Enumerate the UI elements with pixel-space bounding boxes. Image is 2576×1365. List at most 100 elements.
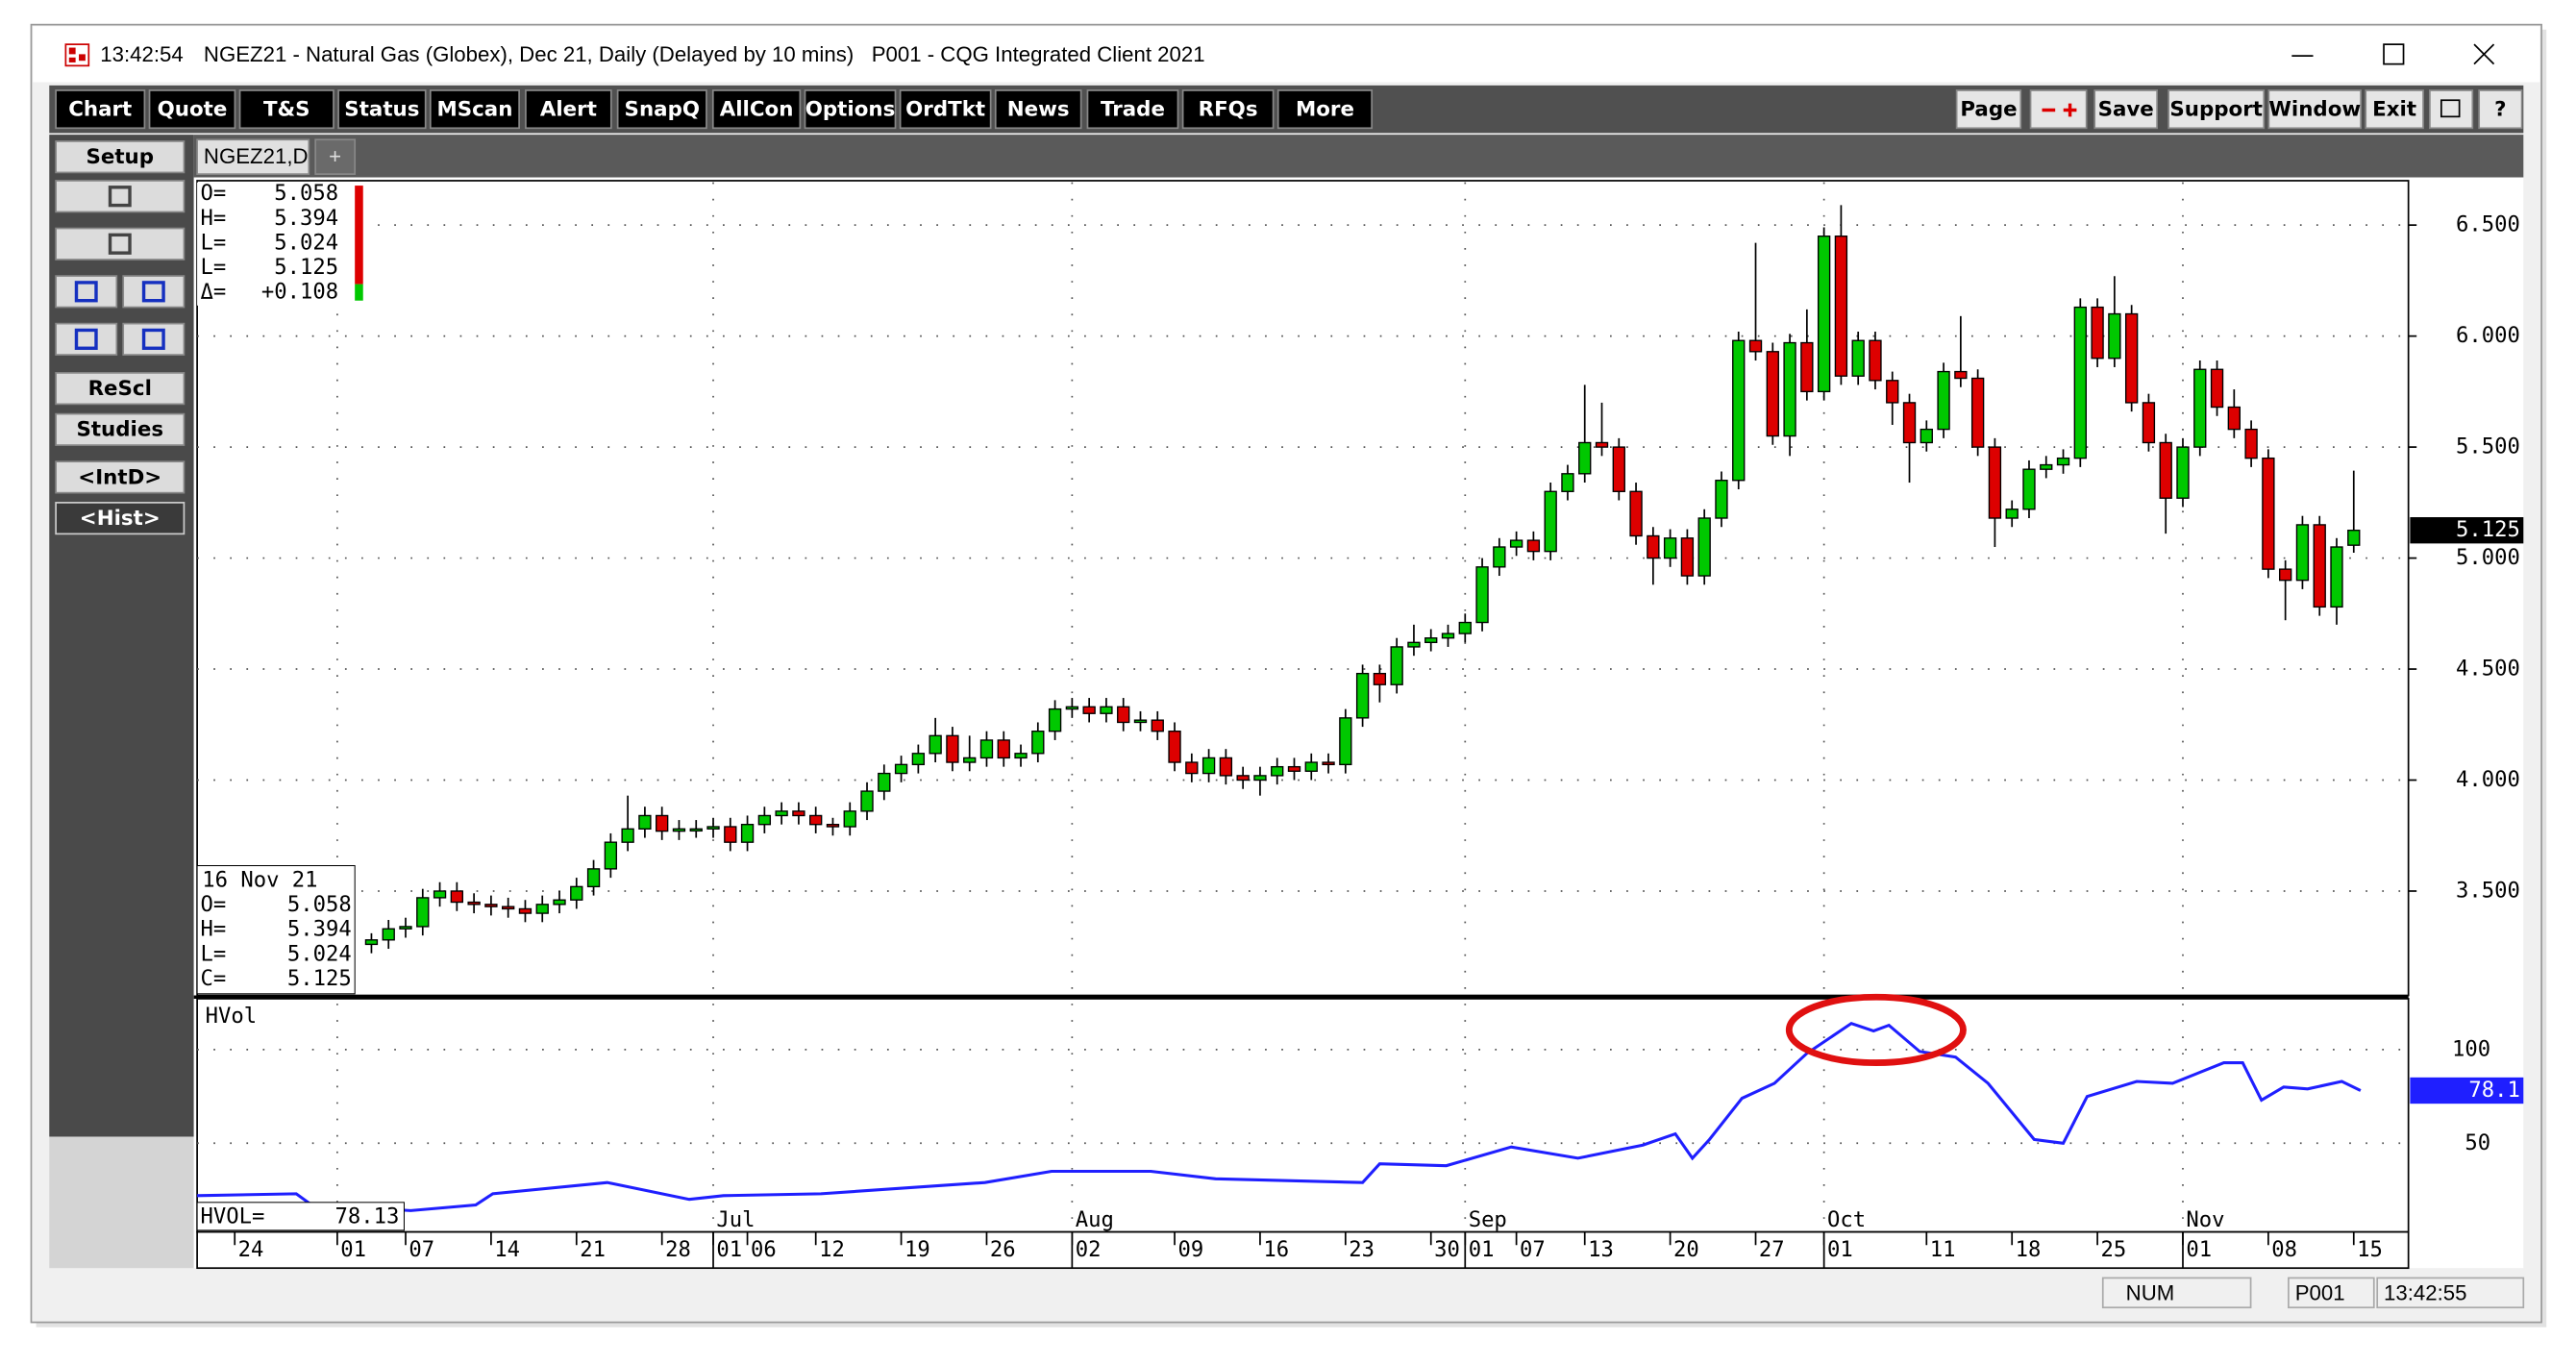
candle-body (1117, 706, 1130, 724)
info-label: O= (201, 181, 227, 206)
candle-body (1800, 341, 1814, 393)
candle-body (1219, 757, 1233, 777)
toolbar-button[interactable] (2429, 89, 2474, 130)
candle-body (1663, 537, 1677, 559)
candle-body (1886, 380, 1899, 404)
hvol-last-box (2410, 1077, 2524, 1104)
toolbar-button[interactable] (2478, 89, 2523, 130)
status-text: NUM (2126, 1280, 2175, 1304)
clock: 13:42:54 (100, 42, 183, 66)
candle-body (2313, 524, 2326, 608)
toolbar-button[interactable] (55, 89, 146, 130)
toolbar-button[interactable] (2093, 89, 2159, 130)
candle-body (2176, 446, 2190, 499)
side-button[interactable] (55, 460, 186, 494)
x-tick-label: 20 (1673, 1237, 1699, 1262)
side-button[interactable] (55, 412, 186, 446)
candle-body (1817, 236, 1831, 393)
candle-body (2227, 406, 2241, 431)
toolbar-button-label: Page (1960, 97, 2017, 121)
maximize-button[interactable] (2383, 43, 2405, 65)
candle-body (792, 810, 805, 817)
candle-body (860, 790, 874, 812)
candle-body (2073, 306, 2087, 459)
icon-button[interactable] (122, 275, 186, 309)
toolbar-button[interactable] (429, 89, 520, 130)
toolbar-button[interactable] (616, 89, 707, 130)
candle-body (2262, 457, 2275, 570)
candle-body (586, 868, 601, 888)
x-tick-label: 28 (665, 1237, 691, 1262)
toolbar-button[interactable] (711, 89, 802, 130)
range-bar (355, 186, 363, 285)
toolbar-button[interactable] (238, 89, 334, 130)
toolbar-button[interactable] (2365, 89, 2424, 130)
info-label: H= (201, 206, 227, 231)
side-button[interactable] (55, 502, 186, 535)
status-cell (2101, 1277, 2252, 1309)
candle-body (997, 739, 1010, 759)
icon-button[interactable] (55, 275, 118, 309)
toolbar-button[interactable] (899, 89, 992, 130)
toolbar-button[interactable] (148, 89, 236, 130)
study-name: HVol (206, 1004, 257, 1029)
last-price-label: 5.125 (2456, 517, 2520, 542)
info-label: L= (201, 941, 227, 966)
tab-add[interactable] (314, 138, 357, 175)
toolbar-button[interactable] (1086, 89, 1179, 130)
side-button[interactable] (55, 140, 186, 174)
info-value: 5.394 (287, 917, 352, 942)
toolbar-button[interactable] (2167, 89, 2266, 130)
candle-body (1339, 717, 1352, 766)
y2-tick-label: 100 (2452, 1036, 2490, 1061)
toolbar-button[interactable] (2267, 89, 2362, 130)
candle-body (1287, 765, 1301, 772)
side-button-label: <Hist> (80, 507, 161, 531)
candle-body (809, 814, 823, 826)
toolbar-button[interactable] (804, 89, 897, 130)
candle-body (979, 739, 994, 759)
toolbar-button[interactable] (1276, 89, 1374, 130)
x-tick-label: 23 (1349, 1237, 1375, 1262)
candle-body (535, 904, 549, 914)
toolbar-button[interactable] (994, 89, 1082, 130)
candle-body (894, 763, 908, 775)
icon-button[interactable] (55, 227, 186, 261)
x-tick-label: 18 (2016, 1237, 2042, 1262)
close-button[interactable] (2473, 43, 2495, 65)
hvol-readout-value: 78.13 (334, 1204, 399, 1229)
candle-body (2040, 463, 2053, 470)
candle-body (433, 890, 447, 899)
candle-body (1526, 539, 1541, 553)
candle-body (1424, 637, 1438, 644)
info-value: 5.125 (274, 255, 338, 280)
icon-button[interactable] (55, 322, 118, 356)
toolbar-button-label: Exit (2372, 97, 2416, 121)
toolbar-button[interactable] (1181, 89, 1275, 130)
toolbar-button[interactable] (525, 89, 612, 130)
icon-button[interactable] (122, 322, 186, 356)
x-tick-label: 01 (716, 1237, 742, 1262)
toolbar-button[interactable] (1955, 89, 2022, 130)
date-axis (196, 1230, 2410, 1270)
side-button[interactable] (55, 372, 186, 406)
icon-button[interactable] (55, 180, 186, 213)
x-tick-label: 25 (2101, 1237, 2127, 1262)
candle-body (2091, 306, 2104, 360)
tab[interactable] (196, 138, 310, 175)
candle-body (656, 814, 669, 832)
candle-body (1937, 370, 1950, 431)
x-tick-label: 01 (340, 1237, 366, 1262)
candle-body (826, 824, 840, 828)
candle-body (1697, 517, 1711, 577)
x-tick-label: 21 (580, 1237, 606, 1262)
toolbar-button[interactable] (337, 89, 427, 130)
x-tick-label: 08 (2271, 1237, 2297, 1262)
y-tick-label: 6.000 (2456, 323, 2520, 348)
candle-body (1834, 236, 1848, 377)
candle-body (878, 772, 891, 792)
candle-body (1133, 719, 1148, 724)
toolbar-button[interactable] (2029, 89, 2088, 130)
candle-body (1647, 534, 1660, 559)
